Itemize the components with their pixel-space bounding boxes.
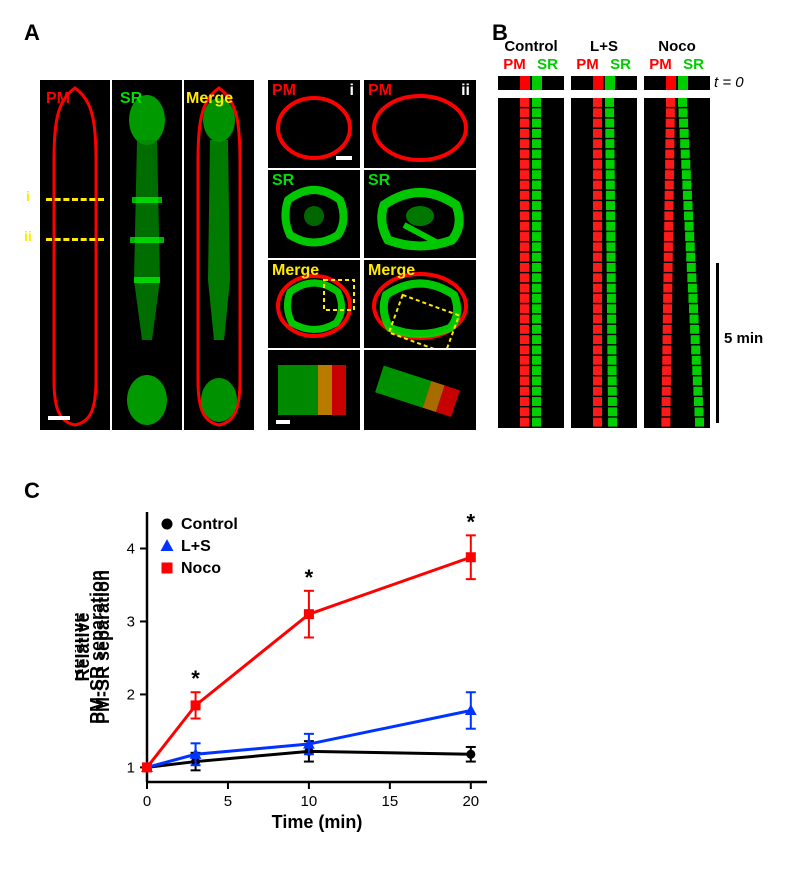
svg-text:*: * [305,565,314,590]
pb-timebar-label: 5 min [724,330,763,347]
pb-cond-1: L+S [571,38,637,55]
panel-A: i ii PM SR Merge [40,50,480,450]
panelA-long-SR [112,80,182,430]
dash-ii [46,238,104,241]
pb-pm-0: PM [498,56,531,73]
svg-text:10: 10 [301,793,318,810]
cross-i-PM: PM i [268,80,360,168]
pb-t0-0 [498,76,564,90]
cross-ii-Merge-label: Merge [368,262,415,280]
cross-i-inset [268,350,360,430]
pb-stack-0 [498,98,564,428]
svg-text:L+S: L+S [181,538,211,555]
svg-text:20: 20 [462,793,479,810]
merge-svg [184,80,254,430]
cross-i-PM-label: PM [272,82,296,100]
panel-B: Control L+S Noco PM SR PM SR PM SR t = 0 [498,38,768,438]
cross-ii-PM-label: PM [368,82,392,100]
pb-t0-label: t = 0 [714,74,744,91]
panel-C-label: C [24,478,40,504]
labelA-SR: SR [120,90,142,108]
pb-cond-2: Noco [644,38,710,55]
pb-sr-1: SR [604,56,637,73]
svg-text:Time (min): Time (min) [272,812,363,832]
cross-i-Merge: Merge [268,260,360,348]
svg-text:*: * [467,509,476,534]
scalebar-cross-i [336,156,352,160]
svg-text:Relative: Relative [75,612,93,681]
labelA-PM: PM [46,90,70,108]
svg-text:4: 4 [127,540,135,557]
pb-t0-2 [644,76,710,90]
cross-ii-SR-label: SR [368,172,390,190]
pb-stack-1 [571,98,637,428]
panel-C: 0 5 10 15 20 1 2 3 4 Time (min) RelativePM-SR sepa… [75,500,505,840]
svg-text:0: 0 [143,793,151,810]
pb-cond-0: Control [498,38,564,55]
dash-ii-label: ii [24,228,32,244]
cross-ii-inset-svg [364,350,476,430]
cross-ii-SR: SR [364,170,476,258]
labelA-Merge: Merge [186,90,233,108]
svg-text:1: 1 [127,759,135,776]
pb-pm-1: PM [571,56,604,73]
cross-i-SR: SR [268,170,360,258]
scalebar-inset-i [276,420,290,424]
cross-i-Merge-label: Merge [272,262,319,280]
cross-i-i: i [350,82,354,100]
svg-text:PM-SR separation: PM-SR separation [93,570,113,724]
svg-text:Control: Control [181,516,238,533]
pb-stack-2 [644,98,710,428]
panel-A-label: A [24,20,40,46]
svg-text:Noco: Noco [181,560,221,577]
dash-i [46,198,104,201]
panelA-long-Merge [184,80,254,430]
svg-text:3: 3 [127,613,135,630]
pb-pm-2: PM [644,56,677,73]
svg-text:15: 15 [382,793,399,810]
scalebar-long [48,416,70,420]
cross-i-SR-label: SR [272,172,294,190]
cross-ii-inset [364,350,476,430]
svg-text:*: * [191,666,200,691]
sr-fill-svg [112,80,182,430]
pb-timebar [716,263,719,423]
dash-i-label: i [26,188,30,204]
figure: A B C i ii [20,20,780,860]
pb-sr-2: SR [677,56,710,73]
cross-ii-ii: ii [461,82,470,100]
cross-i-inset-svg [268,350,360,430]
cross-ii-PM: PM ii [364,80,476,168]
svg-text:2: 2 [127,686,135,703]
pb-t0-1 [571,76,637,90]
pb-sr-0: SR [531,56,564,73]
cross-ii-Merge: Merge [364,260,476,348]
svg-text:5: 5 [224,793,232,810]
pm-outline-svg [40,80,110,430]
panelA-long-PM: i ii [40,80,110,430]
chart-svg: 0 5 10 15 20 1 2 3 4 Time (min) RelativePM-SR sepa… [75,500,505,840]
